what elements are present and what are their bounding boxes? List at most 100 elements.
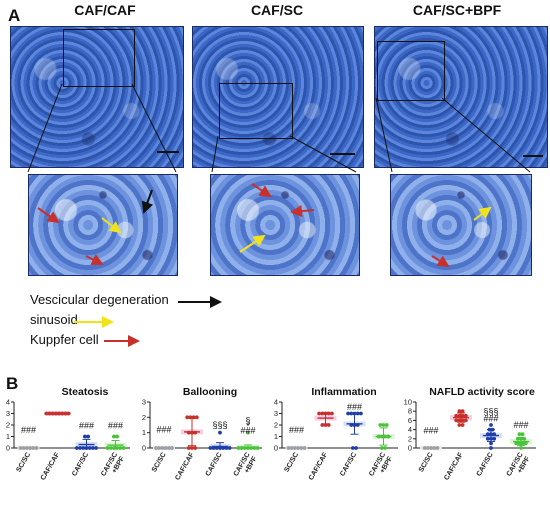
data-point xyxy=(112,434,116,439)
panel-b-label: B xyxy=(6,374,19,393)
data-point xyxy=(457,409,462,414)
micrograph-caf-sc xyxy=(192,26,364,168)
data-point xyxy=(460,409,465,414)
y-tick-label: 4 xyxy=(408,425,412,434)
data-point xyxy=(255,446,260,450)
data-point xyxy=(489,446,493,450)
data-point xyxy=(194,415,199,420)
roi-box xyxy=(63,29,135,87)
data-point xyxy=(517,441,522,446)
y-tick-label: 1 xyxy=(6,432,10,441)
legend-label-kupffer-cell: Kuppfer cell xyxy=(30,332,99,347)
chart-title-nafld-activity-score: NAFLD activity score xyxy=(429,386,535,398)
data-point xyxy=(94,446,98,450)
chart-title-steatosis: Steatosis xyxy=(61,386,109,398)
y-tick-label: 6 xyxy=(408,416,412,425)
group-title-caf-sc: CAF/SC xyxy=(250,2,304,18)
y-tick-label: 0 xyxy=(408,444,412,453)
x-tick-label: CAF/SC xyxy=(476,452,495,478)
micrograph-caf-sc-bpf xyxy=(374,26,548,168)
x-tick-label: CAF/SC+BPF xyxy=(368,451,394,482)
significance-annotation: ### xyxy=(21,425,36,435)
data-point xyxy=(186,446,191,450)
y-tick-label: 2 xyxy=(408,434,412,443)
arrow-vescicular-degeneration xyxy=(141,189,154,214)
data-point xyxy=(460,423,465,427)
x-tick-label: SC/SC xyxy=(418,452,435,474)
y-tick-label: 1 xyxy=(274,432,278,441)
data-point xyxy=(457,418,462,423)
data-point xyxy=(208,446,213,450)
data-point xyxy=(66,411,71,416)
data-point xyxy=(457,413,462,418)
data-point xyxy=(190,446,194,450)
x-tick-label: CAF/CAF xyxy=(308,451,330,482)
data-point xyxy=(108,446,113,450)
data-point xyxy=(83,434,87,439)
zoom-micrograph-caf-sc-bpf xyxy=(390,174,532,276)
data-point xyxy=(454,418,459,423)
significance-annotation: ### xyxy=(347,402,362,412)
data-point xyxy=(384,423,389,427)
data-point xyxy=(246,430,250,435)
data-point xyxy=(523,441,528,446)
data-point xyxy=(346,411,350,416)
chart-title-ballooning: Ballooning xyxy=(182,386,238,398)
data-point xyxy=(520,441,525,446)
data-point xyxy=(78,446,82,450)
legend-label-vescicular-degeneration: Vescicular degeneration xyxy=(30,292,169,307)
panel-a-label: A xyxy=(8,6,21,25)
data-point xyxy=(514,441,519,446)
data-point xyxy=(359,411,363,416)
micrograph-caf-caf xyxy=(10,26,184,168)
data-point xyxy=(463,418,468,423)
significance-annotation: * xyxy=(246,421,250,431)
data-point xyxy=(489,441,493,446)
data-point xyxy=(86,434,90,439)
x-tick-label: CAF/SC xyxy=(71,452,90,478)
x-tick-label: CAF/SC+BPF xyxy=(233,451,259,482)
data-point xyxy=(485,436,490,441)
data-point xyxy=(351,446,355,450)
data-point xyxy=(75,446,79,450)
x-tick-label: CAF/CAF xyxy=(443,451,465,482)
y-tick-label: 0 xyxy=(142,444,146,453)
data-point xyxy=(492,436,497,441)
x-tick-label: CAF/SC+BPF xyxy=(506,451,532,482)
significance-annotation: ### xyxy=(156,425,171,435)
data-point xyxy=(383,446,387,450)
y-tick-label: 1 xyxy=(142,428,146,437)
x-tick-label: SC/SC xyxy=(15,452,32,474)
arrow-kupffer-cell xyxy=(37,183,450,268)
chart-title-inflammation: Inflammation xyxy=(311,386,377,398)
scale-bar xyxy=(523,155,543,157)
data-point xyxy=(218,430,222,435)
data-point xyxy=(44,411,49,416)
significance-annotation: ### xyxy=(423,425,438,435)
data-point xyxy=(378,423,383,427)
data-point xyxy=(227,446,232,450)
roi-box xyxy=(377,41,445,101)
y-tick-label: 2 xyxy=(274,421,278,430)
data-point xyxy=(454,413,459,418)
y-tick-label: 0 xyxy=(274,444,278,453)
data-point xyxy=(463,413,468,418)
data-point xyxy=(354,446,358,450)
data-point xyxy=(91,446,95,450)
scale-bar xyxy=(330,153,355,155)
data-point xyxy=(105,446,110,450)
data-point xyxy=(121,446,126,450)
x-tick-label: CAF/SC xyxy=(339,452,358,478)
data-point xyxy=(317,411,321,416)
significance-annotation: §§§ xyxy=(483,406,498,416)
y-tick-label: 10 xyxy=(404,398,412,407)
data-point xyxy=(460,418,465,423)
data-point xyxy=(380,446,384,450)
y-tick-label: 3 xyxy=(142,398,146,407)
y-tick-label: 3 xyxy=(274,409,278,418)
significance-annotation: ### xyxy=(289,425,304,435)
x-tick-label: CAF/CAF xyxy=(174,451,196,482)
significance-annotation: ### xyxy=(513,420,528,430)
